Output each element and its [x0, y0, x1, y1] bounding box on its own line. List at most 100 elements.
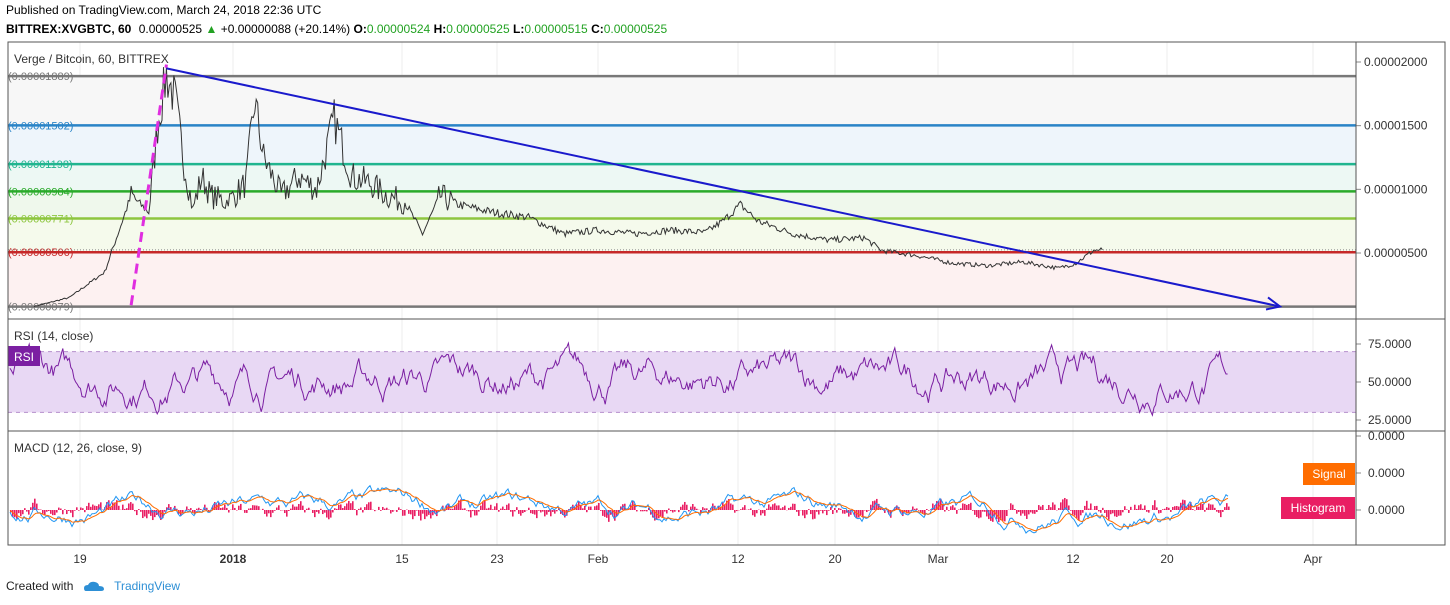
histogram-bar: [736, 510, 738, 512]
histogram-bar: [1164, 508, 1166, 510]
histogram-bar: [252, 505, 254, 510]
histogram-bar: [816, 510, 818, 512]
histogram-bar: [532, 510, 534, 514]
histogram-bar: [956, 510, 958, 514]
histogram-bar: [42, 510, 44, 514]
histogram-bar: [896, 505, 898, 510]
histogram-bar: [1098, 510, 1100, 512]
histogram-bar: [760, 510, 762, 516]
histogram-bar: [912, 506, 914, 510]
histogram-bar: [594, 506, 596, 510]
histogram-bar: [1064, 497, 1066, 510]
rsi-series: [9, 341, 1228, 417]
histogram-bar: [278, 505, 280, 510]
histogram-bar: [862, 510, 864, 518]
histogram-bar: [508, 503, 510, 510]
histogram-bar: [942, 504, 944, 510]
histogram-bar: [56, 510, 58, 513]
y-tick-label: 0.00001000: [1364, 182, 1428, 196]
histogram-bar: [166, 507, 168, 510]
histogram-bar: [1190, 502, 1192, 510]
histogram-bar: [480, 505, 482, 510]
signal-series: [9, 488, 1229, 532]
histogram-bar: [370, 501, 372, 510]
histogram-bar: [1110, 510, 1112, 515]
histogram-bar: [708, 510, 710, 513]
histogram-bar: [474, 510, 476, 516]
histogram-bar: [198, 507, 200, 510]
x-tick-label: 20: [1160, 552, 1174, 566]
histogram-bar: [968, 504, 970, 510]
histogram-bar: [804, 510, 806, 519]
histogram-bar: [66, 510, 68, 515]
histogram-bar: [560, 510, 562, 514]
histogram-bar: [684, 501, 686, 510]
histogram-bar: [754, 510, 756, 517]
histogram-bar: [1058, 508, 1060, 510]
histogram-bar: [1078, 510, 1080, 521]
histogram-bar: [516, 507, 518, 510]
histogram-bar: [1086, 500, 1088, 510]
histogram-bar: [374, 510, 376, 512]
histogram-bar: [870, 504, 872, 510]
histogram-bar: [400, 509, 402, 510]
histogram-bar: [80, 507, 82, 510]
histogram-bar: [116, 500, 118, 510]
tradingview-link[interactable]: TradingView: [114, 579, 181, 593]
histogram-bar: [206, 507, 208, 510]
tradingview-cloud-icon: [83, 581, 104, 591]
histogram-bar: [68, 510, 70, 511]
histogram-bar: [84, 510, 86, 513]
histogram-bar: [834, 508, 836, 510]
histogram-bar: [750, 508, 752, 510]
histogram-bar: [1160, 510, 1162, 513]
histogram-bar: [220, 507, 222, 510]
histogram-bar: [212, 505, 214, 510]
histogram-bar: [984, 510, 986, 512]
histogram-bar: [528, 507, 530, 510]
histogram-bar: [92, 504, 94, 510]
x-tick-label: 19: [73, 552, 87, 566]
histogram-bar: [492, 509, 494, 510]
histogram-bar: [214, 502, 216, 510]
histogram-bar: [426, 510, 428, 517]
histogram-bar: [1082, 510, 1084, 513]
histogram-bar: [64, 509, 66, 510]
histogram-bar: [506, 504, 508, 510]
histogram-bar: [494, 506, 496, 510]
histogram-bar: [858, 510, 860, 518]
x-tick-label: 12: [1066, 552, 1080, 566]
histogram-bar: [1050, 507, 1052, 510]
histogram-bar: [268, 510, 270, 514]
histogram-bar: [1020, 510, 1022, 516]
histogram-bar: [1142, 508, 1144, 510]
macd-series: [9, 484, 1229, 534]
histogram-bar: [58, 507, 60, 510]
histogram-bar: [398, 507, 400, 510]
histogram-bar: [818, 510, 820, 515]
histogram-bar: [606, 510, 608, 518]
histogram-bar: [1074, 510, 1076, 516]
histogram-bar: [824, 510, 826, 511]
histogram-bar: [688, 510, 690, 512]
histogram-bar: [958, 509, 960, 510]
histogram-bar: [1046, 509, 1048, 510]
histogram-bar: [1186, 506, 1188, 510]
histogram-bar: [1012, 504, 1014, 510]
histogram-bar: [1144, 505, 1146, 510]
x-tick-label: 23: [490, 552, 504, 566]
histogram-bar: [550, 510, 552, 517]
histogram-bar: [780, 508, 782, 510]
x-tick-label: 20: [828, 552, 842, 566]
symbol-line: BITTREX:XVGBTC, 60 0.00000525 ▲ +0.00000…: [6, 22, 667, 36]
y-tick-label: 0.0000: [1368, 503, 1405, 517]
histogram-bar: [1042, 504, 1044, 510]
histogram-bar: [1016, 510, 1018, 514]
histogram-bar: [986, 510, 988, 517]
histogram-bar: [732, 504, 734, 510]
histogram-bar: [182, 510, 184, 513]
histogram-bar: [1146, 510, 1148, 512]
histogram-bar: [660, 510, 662, 517]
histogram-bar: [106, 502, 108, 510]
